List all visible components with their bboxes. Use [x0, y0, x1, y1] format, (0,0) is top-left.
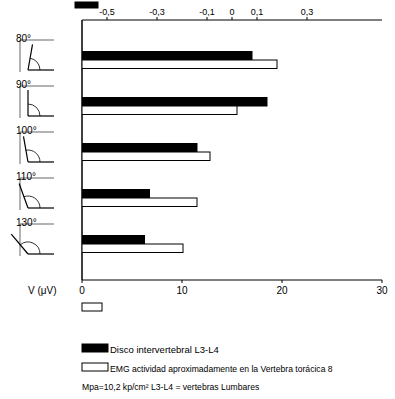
top-tick — [107, 17, 108, 20]
top-tick-label: 0,1 — [251, 7, 264, 17]
legend-label: EMG actividad aproximadamente en la Vert… — [110, 364, 333, 374]
bar — [82, 198, 197, 207]
icon-frame — [20, 86, 21, 118]
chair-seat — [28, 207, 54, 208]
chair-back — [11, 234, 28, 254]
chair-back — [23, 136, 28, 162]
top-tick-label: -0,5 — [99, 7, 115, 17]
legend-swatch — [82, 344, 108, 352]
bottom-tick-label: 0 — [79, 285, 85, 296]
bottom-tick — [382, 280, 383, 283]
icon-frame — [20, 178, 21, 210]
category-label: 100° — [16, 125, 37, 136]
icon-frame — [20, 224, 21, 256]
bottom-tick — [82, 280, 83, 283]
category-label: 130° — [16, 217, 37, 228]
bottom-axis-line — [82, 280, 382, 281]
bottom-tick-label: 20 — [276, 285, 288, 296]
chart: -0,5 -0,3 -0,1 0 0,1 0,3 0 10 20 30 V (μV) 80° 90° 10… — [0, 0, 395, 399]
bar — [82, 98, 267, 107]
chair-seat — [28, 161, 54, 162]
icon-frame — [20, 132, 21, 164]
icon-frame — [20, 132, 54, 133]
chair-arc — [24, 196, 40, 208]
top-tick-label: 0 — [229, 7, 234, 17]
icon-frame — [20, 178, 54, 179]
bar — [82, 236, 145, 245]
chair-icon — [20, 40, 54, 72]
axis-swatch — [75, 2, 98, 8]
bar — [82, 244, 183, 253]
bars — [82, 52, 277, 253]
chair-seat — [28, 253, 54, 254]
chair-icon — [20, 132, 54, 164]
icon-frame — [20, 86, 54, 87]
category-label: 80° — [16, 33, 31, 44]
chair-back — [27, 90, 28, 116]
top-tick — [157, 17, 158, 20]
chair-icon — [20, 86, 54, 118]
chair-back — [28, 44, 33, 70]
legend-label: Disco intervertebral L3-L4 — [110, 344, 219, 355]
bar — [82, 52, 252, 61]
axis-label: V (μV) — [28, 285, 57, 296]
chair-seat — [28, 115, 54, 116]
icon-frame — [20, 224, 54, 225]
chair-icon — [11, 224, 54, 256]
chair-arc — [26, 150, 40, 162]
bottom-tick-label: 30 — [376, 285, 388, 296]
category-label: 90° — [16, 79, 31, 90]
bar — [82, 152, 210, 161]
top-tick — [307, 17, 308, 20]
category-label: 110° — [16, 171, 36, 182]
icon-frame — [20, 40, 54, 41]
top-tick — [207, 17, 208, 20]
top-tick-label: -0,1 — [199, 7, 215, 17]
bar — [82, 60, 277, 69]
icon-frame — [20, 40, 21, 72]
chair-icon — [19, 178, 54, 210]
top-tick-label: -0,3 — [149, 7, 165, 17]
annotation: Mpa=10,2 kp/cm² L3-L4 = vertebras Lumbar… — [82, 382, 259, 392]
bar — [82, 144, 197, 153]
top-tick — [257, 17, 258, 20]
bottom-tick — [182, 280, 183, 283]
bottom-tick-label: 10 — [176, 285, 188, 296]
axis-swatch — [82, 303, 102, 311]
bar — [82, 106, 237, 115]
bottom-tick — [282, 280, 283, 283]
chair-arc — [30, 58, 40, 70]
legend-swatch — [82, 363, 108, 371]
top-tick — [232, 17, 233, 20]
chair-arc — [28, 104, 40, 116]
chair-seat — [28, 69, 54, 70]
chair-arc — [20, 242, 40, 254]
top-tick-label: 0,3 — [301, 7, 314, 17]
bar — [82, 190, 150, 199]
